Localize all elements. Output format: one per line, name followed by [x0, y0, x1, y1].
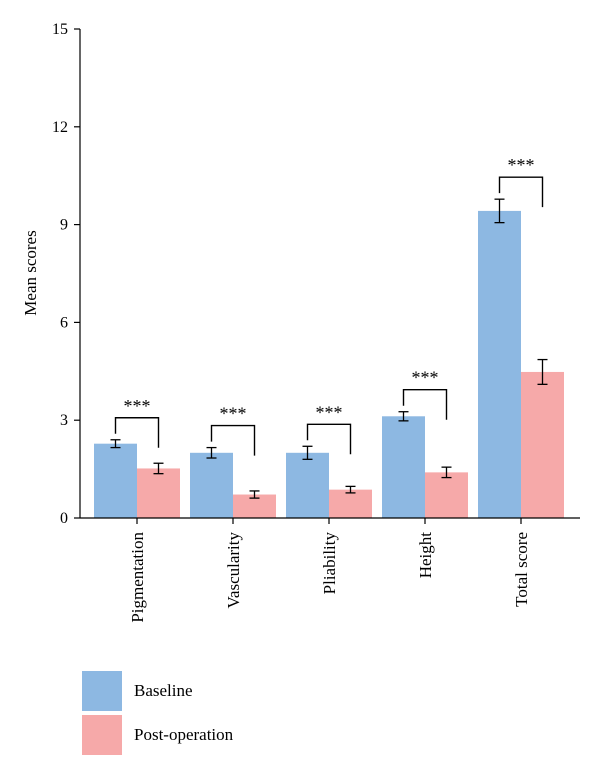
legend-swatch-baseline: [82, 671, 122, 711]
significance-bracket: [498, 176, 544, 208]
bar-baseline-vascularity: [190, 452, 233, 518]
significance-bracket: [114, 417, 160, 448]
significance-bracket: [402, 389, 448, 420]
bar-baseline-pliability: [286, 452, 329, 518]
significance-label: ***: [508, 155, 535, 175]
bar-baseline-total-score: [478, 210, 521, 518]
legend-label-baseline: Baseline: [134, 681, 193, 700]
bar-baseline-pigmentation: [94, 443, 137, 518]
y-tick-label: 15: [52, 21, 68, 38]
significance-label: ***: [316, 402, 343, 422]
significance-label: ***: [220, 404, 247, 424]
significance-label: ***: [124, 396, 151, 416]
bar-baseline-height: [382, 416, 425, 518]
legend: Baseline Post-operation: [82, 670, 233, 758]
bar-post-operation-height: [425, 472, 468, 518]
bar-post-operation-vascularity: [233, 494, 276, 518]
bar-post-operation-total-score: [521, 371, 564, 518]
legend-item-post-operation: Post-operation: [82, 714, 233, 756]
x-tick-label-pliability: Pliability: [320, 532, 339, 595]
y-tick-label: 9: [60, 217, 68, 234]
bar-post-operation-pigmentation: [137, 468, 180, 518]
y-axis-label: Mean scores: [21, 230, 40, 315]
legend-label-post-operation: Post-operation: [134, 725, 234, 744]
bar-post-operation-pliability: [329, 489, 372, 518]
significance-label: ***: [412, 368, 439, 388]
x-tick-label-vascularity: Vascularity: [224, 532, 243, 609]
y-tick-label: 12: [52, 119, 68, 136]
x-tick-label-height: Height: [416, 532, 435, 579]
y-tick-label: 6: [60, 314, 68, 331]
x-tick-label-total-score: Total score: [512, 532, 531, 607]
legend-item-baseline: Baseline: [82, 670, 233, 712]
legend-swatch-post-operation: [82, 715, 122, 755]
y-tick-label: 0: [60, 510, 68, 527]
significance-bracket: [210, 424, 256, 456]
significance-bracket: [306, 423, 352, 455]
x-tick-label-pigmentation: Pigmentation: [128, 532, 147, 623]
y-tick-label: 3: [60, 412, 68, 429]
